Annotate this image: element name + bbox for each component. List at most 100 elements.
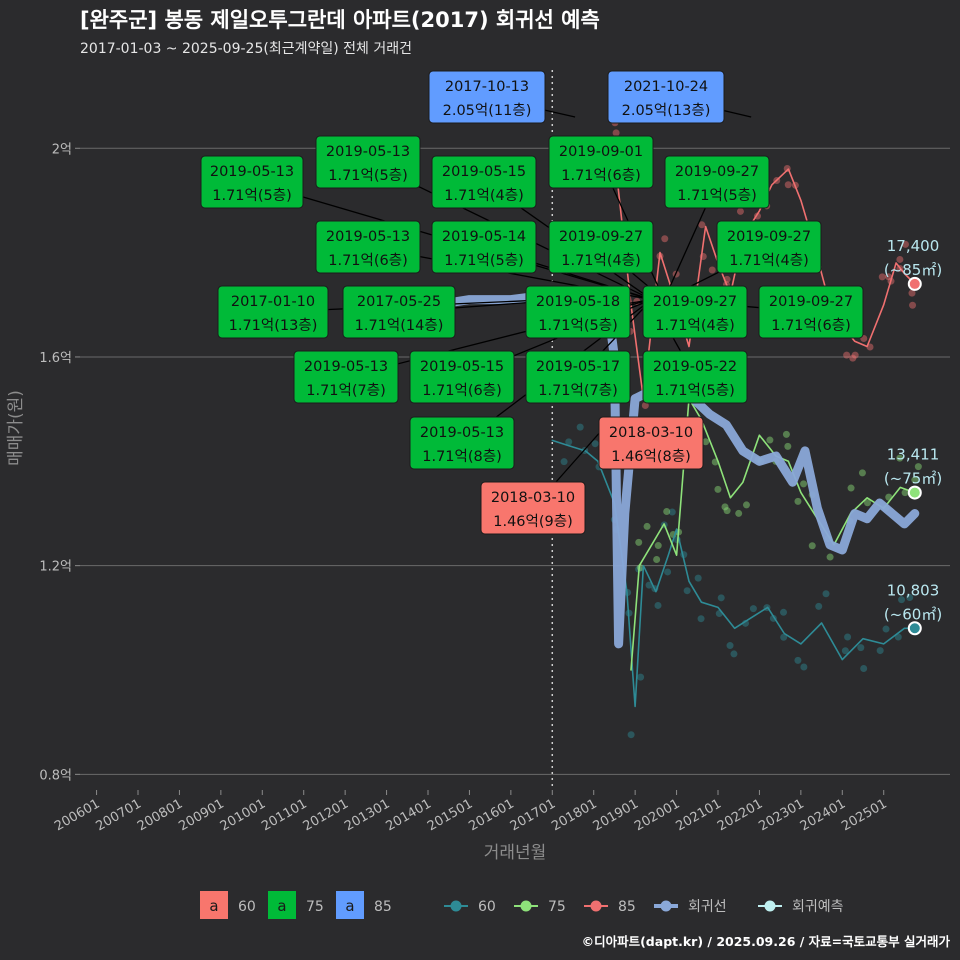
annotation-date: 2017-05-25 [357, 294, 441, 310]
scatter-point [698, 221, 706, 229]
y-tick-label: 1.2억 [39, 560, 72, 575]
x-tick-label: 200601 [52, 796, 102, 834]
scatter-point [906, 594, 914, 602]
scatter-point [885, 273, 893, 281]
annotation-price: 1.71억(4층) [561, 252, 641, 269]
scatter-point [663, 508, 671, 516]
annotation-callout: 2019-09-27 1.71억(6층) [758, 285, 864, 339]
annotation-price: 2.05억(13층) [622, 102, 711, 119]
scatter-point [794, 656, 802, 664]
annotation-callout: 2017-01-10 1.71억(13층) [217, 285, 329, 339]
legend-line-dot [764, 900, 776, 912]
annotation-box [431, 155, 537, 209]
annotation-callout: 2018-03-10 1.46억(8층) [598, 416, 704, 470]
chart-title: [완주군] 봉동 제일오투그란데 아파트(2017) 회귀선 예측 [80, 8, 600, 32]
scatter-point [723, 507, 731, 515]
annotation-date: 2019-09-27 [653, 294, 737, 310]
scatter-point [591, 440, 599, 448]
annotation-callout: 2018-03-10 1.46억(9층) [480, 481, 586, 535]
scatter-point [766, 436, 774, 444]
legend: a 60 a 75 a 85 60 75 85 회귀선 회귀예측 [200, 891, 844, 919]
scatter-point [702, 438, 710, 446]
annotation-date: 2018-03-10 [491, 490, 575, 506]
annotation-date: 2021-10-24 [624, 79, 708, 95]
end-label-area: (~60㎡) [884, 605, 942, 623]
annotation-price: 1.71억(4층) [655, 317, 735, 334]
legend-key-glyph: a [345, 897, 354, 915]
scatter-point [726, 642, 734, 650]
legend-key-glyph: a [209, 897, 218, 915]
scatter-point [808, 542, 816, 550]
annotation-date: 2019-05-18 [536, 294, 620, 310]
scatter-point [645, 581, 653, 589]
annotation-callout: 2021-10-24 2.05억(13층) [607, 70, 725, 124]
end-label-value: 17,400 [887, 237, 940, 255]
x-tick-label: 201901 [591, 796, 641, 834]
annotation-price: 1.46억(8층) [611, 448, 691, 465]
annotation-price: 1.71억(7층) [538, 382, 618, 399]
annotation-box [428, 70, 546, 124]
annotation-box [525, 350, 631, 404]
scatter-point [794, 497, 802, 505]
annotation-box [607, 70, 725, 124]
scatter-point [784, 442, 792, 450]
scatter-point [627, 731, 635, 739]
annotation-box [217, 285, 329, 339]
scatter-point [898, 596, 906, 604]
scatter-point [560, 458, 568, 466]
annotation-box [315, 135, 421, 189]
scatter-point [714, 485, 722, 493]
annotation-price: 2.05억(11층) [443, 102, 532, 119]
annotation-callout: 2019-05-22 1.71억(5층) [642, 350, 748, 404]
scatter-point [784, 181, 792, 189]
x-tick-label: 202301 [756, 796, 806, 834]
annotation-date: 2019-09-27 [675, 164, 759, 180]
x-tick-label: 202401 [798, 796, 848, 834]
scatter-point [717, 594, 725, 602]
scatter-point [721, 503, 729, 511]
scatter-point [664, 568, 672, 576]
end-label-value: 10,803 [887, 581, 940, 599]
annotation-date: 2018-03-10 [609, 425, 693, 441]
scatter-point [565, 438, 573, 446]
y-tick-label: 1.6억 [39, 351, 72, 366]
scatter-point [661, 235, 669, 243]
legend-key-box [200, 891, 228, 919]
annotation-box [409, 350, 515, 404]
scatter-point [637, 673, 645, 681]
scatter-point [780, 633, 788, 641]
annotation-price: 1.71억(6층) [771, 317, 851, 334]
y-axis-title: 매매가(원) [6, 390, 26, 466]
annotation-price: 1.71억(6층) [328, 252, 408, 269]
annotation-date: 2019-05-13 [210, 164, 294, 180]
annotation-callout: 2019-09-27 1.71억(4층) [716, 220, 822, 274]
x-tick-label: 201301 [342, 796, 392, 834]
annotation-date: 2017-01-10 [231, 294, 315, 310]
prediction-dot [907, 621, 922, 636]
prediction-dot [907, 485, 922, 500]
annotation-price: 1.71억(5층) [328, 167, 408, 184]
scatter-point [911, 476, 919, 484]
scatter-point [742, 501, 750, 509]
annotation-box [315, 220, 421, 274]
annotation-price: 1.71억(14층) [355, 317, 444, 334]
x-tick-label: 201801 [549, 796, 599, 834]
annotation-date: 2019-05-15 [442, 164, 526, 180]
x-tick-label: 201001 [218, 796, 268, 834]
scatter-point [908, 289, 916, 297]
x-axis-title: 거래년월 [484, 843, 547, 863]
legend-key-label: 75 [306, 899, 324, 915]
x-tick-label: 202001 [632, 796, 682, 834]
annotation-box [293, 350, 399, 404]
x-tick-label: 201201 [301, 796, 351, 834]
annotation-callout: 2019-09-27 1.71억(4층) [642, 285, 748, 339]
end-labels: 17,400 (~85㎡) 13,411 (~75㎡) 10,803 (~60㎡) [884, 237, 942, 636]
scatter-point [641, 401, 649, 409]
scatter-point [847, 484, 855, 492]
series-line-1 [551, 439, 916, 708]
annotation-price: 1.71억(6층) [561, 167, 641, 184]
y-tick-label: 0.8억 [39, 768, 72, 783]
annotation-callout: 2019-05-14 1.71억(5층) [431, 220, 537, 274]
annotation-box [598, 416, 704, 470]
